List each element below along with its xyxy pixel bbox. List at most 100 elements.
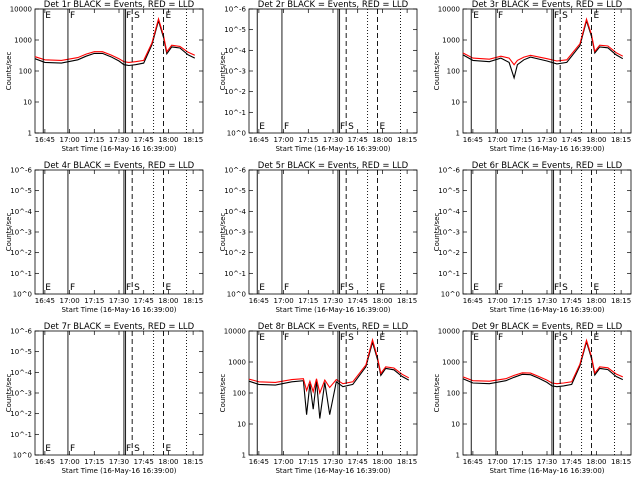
x-tick-label: 17:15 [512,458,532,466]
x-tick-label: 17:45 [348,136,368,144]
y-tick-label: 10 [451,99,460,107]
x-tick-label: 17:30 [109,297,129,305]
y-tick-label: 10^-6 [224,6,246,14]
y-tick-label: 10^-1 [10,431,32,439]
y-axis-label: Counts/sec [5,374,13,413]
y-tick-label: 10^-4 [438,208,460,216]
marker-label: E [165,283,171,293]
marker-label: F [498,333,503,343]
x-axis-label: Start Time (16-May-16 16:39:00) [275,306,390,314]
y-tick-label: 10^-2 [224,88,246,96]
plot-frame [462,169,632,295]
y-tick-label: 10^-2 [10,410,32,418]
marker-label: S [134,283,140,293]
y-tick-label: 1000 [14,37,32,45]
plot-frame [34,169,204,295]
x-tick-label: 18:00 [158,136,178,144]
y-tick-label: 1 [456,130,460,138]
y-tick-label: 10^-6 [224,167,246,175]
marker-label: F [498,11,503,21]
x-tick-label: 17:45 [134,136,154,144]
plot-frame [34,330,204,456]
y-tick-label: 10^-3 [10,229,32,237]
x-tick-label: 17:00 [273,458,293,466]
x-tick-label: 16:45 [463,458,483,466]
panel-title: Det 2r BLACK = Events, RED = LLD [258,0,409,10]
x-tick-label: 18:15 [611,136,631,144]
x-axis-label: Start Time (16-May-16 16:39:00) [489,467,604,475]
panel-title: Det 5r BLACK = Events, RED = LLD [258,161,409,171]
y-axis-label: Counts/sec [219,213,227,252]
y-tick-label: 1 [28,130,32,138]
y-tick-label: 10^-5 [10,348,32,356]
panel-det-8r: Det 8r BLACK = Events, RED = LLD 1 10 100 10… [219,322,418,475]
x-tick-label: 18:15 [183,136,203,144]
x-tick-label: 16:45 [249,297,269,305]
x-axis-label: Start Time (16-May-16 16:39:00) [61,467,176,475]
x-tick-label: 16:45 [35,136,55,144]
y-tick-label: 1000 [442,37,460,45]
y-axis-label: Counts/sec [219,52,227,91]
marker-label: S [348,333,354,343]
marker-label: E [379,283,385,293]
panel-det-1r: Det 1r BLACK = Events, RED = LLD 1 10 100 10… [5,0,204,153]
marker-label: F [340,283,345,293]
plot-frame [34,8,204,134]
x-axis-label: Start Time (16-May-16 16:39:00) [275,467,390,475]
series-line-lld [462,338,624,385]
marker-label: S [134,11,140,21]
y-axis-label: Counts/sec [433,213,441,252]
x-tick-label: 18:00 [158,458,178,466]
marker-label: E [473,333,479,343]
y-tick-label: 10^-4 [10,369,32,377]
y-tick-label: 100 [447,68,460,76]
marker-label: E [379,122,385,132]
y-tick-label: 10^-1 [224,270,246,278]
x-tick-label: 16:45 [249,458,269,466]
x-axis-label: Start Time (16-May-16 16:39:00) [489,306,604,314]
marker-label: E [593,333,599,343]
marker-label: S [134,444,140,454]
series-line-lld [462,17,624,66]
marker-label: F [126,11,131,21]
marker-label: E [165,444,171,454]
plot-frame [462,330,632,456]
marker-label: E [165,11,171,21]
y-axis-label: Counts/sec [5,213,13,252]
marker-label: F [284,333,289,343]
y-tick-label: 1 [242,452,246,460]
y-tick-label: 1000 [442,359,460,367]
x-tick-label: 18:15 [397,297,417,305]
plot-frame [462,8,632,134]
y-tick-label: 10000 [438,328,460,336]
series-line-events [248,340,410,419]
x-tick-label: 17:45 [348,297,368,305]
x-tick-label: 18:15 [183,458,203,466]
marker-label: F [498,283,503,293]
panel-title: Det 1r BLACK = Events, RED = LLD [44,0,195,10]
x-tick-label: 18:15 [183,297,203,305]
y-tick-label: 100 [447,390,460,398]
y-axis-label: Counts/sec [433,374,441,413]
x-axis-label: Start Time (16-May-16 16:39:00) [489,145,604,153]
x-tick-label: 18:00 [372,458,392,466]
y-axis-label: Counts/sec [5,52,13,91]
y-tick-label: 10^-4 [224,47,246,55]
y-tick-label: 10^-3 [10,390,32,398]
y-tick-label: 10^0 [441,291,460,299]
x-tick-label: 18:15 [397,136,417,144]
panel-det-2r: Det 2r BLACK = Events, RED = LLD 10^0 10^-… [219,0,418,153]
y-tick-label: 10^-4 [224,208,246,216]
marker-label: E [259,333,265,343]
marker-label: E [593,283,599,293]
marker-label: F [284,283,289,293]
y-tick-label: 10^0 [227,291,246,299]
x-tick-label: 17:00 [273,136,293,144]
x-tick-label: 16:45 [35,458,55,466]
x-tick-label: 16:45 [463,136,483,144]
x-tick-label: 17:45 [562,458,582,466]
plot-frame [248,330,418,456]
y-tick-label: 100 [19,68,32,76]
marker-label: S [348,283,354,293]
y-tick-label: 10^-2 [438,249,460,257]
